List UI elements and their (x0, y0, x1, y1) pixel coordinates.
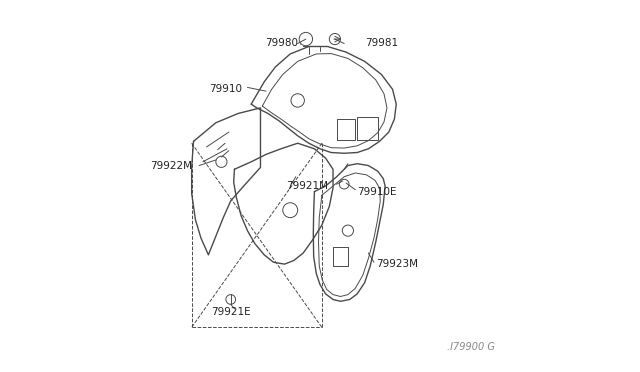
Text: 79981: 79981 (365, 38, 398, 48)
Text: 79910: 79910 (209, 84, 242, 94)
Text: 79923M: 79923M (376, 259, 418, 269)
Text: 79910E: 79910E (357, 187, 397, 196)
Text: 79921E: 79921E (211, 308, 250, 317)
Text: 79921M: 79921M (287, 181, 328, 191)
Text: .I79900 G: .I79900 G (447, 341, 495, 352)
Text: 79980: 79980 (265, 38, 298, 48)
Text: 79922M: 79922M (150, 161, 191, 170)
